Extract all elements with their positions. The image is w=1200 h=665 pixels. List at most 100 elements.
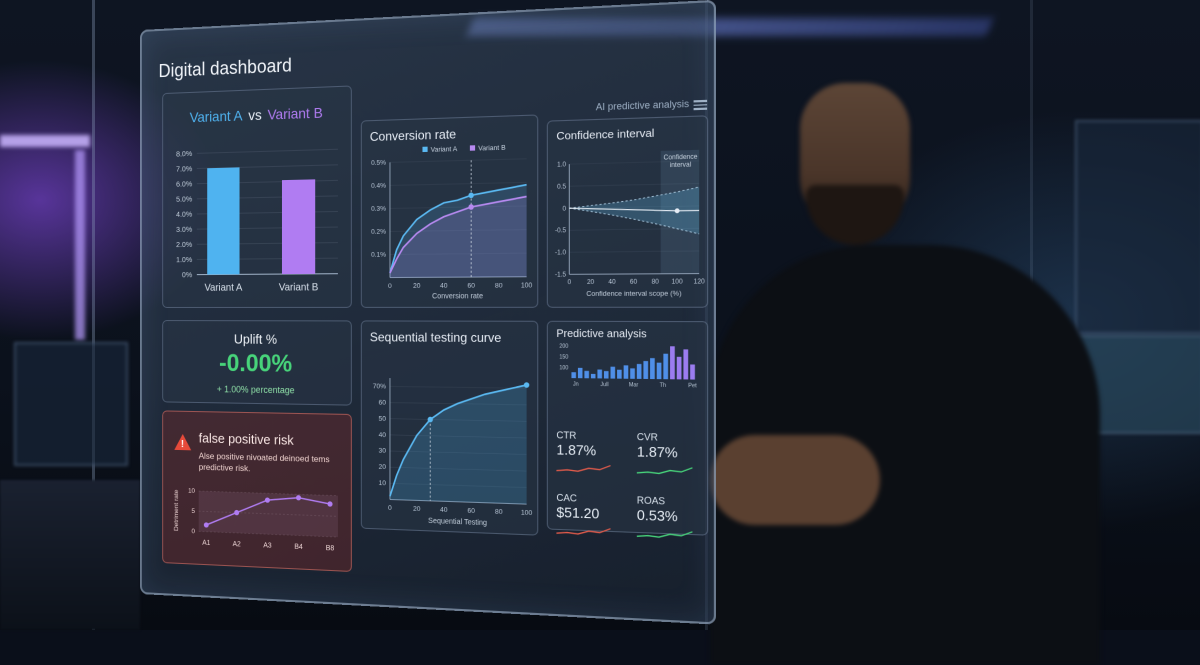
x-tick-label: 20 [413, 505, 421, 513]
x-tick-label: 60 [467, 282, 475, 290]
kpi-sparkline [556, 462, 610, 474]
y-tick-label: 6.0% [176, 179, 192, 189]
kpi-sparkline [637, 464, 693, 477]
conversion-rate-chart: 0204060801000.1%0.2%0.3%0.4%0.5%Variant … [362, 116, 537, 122]
ai-analysis-label[interactable]: AI predictive analysis [596, 98, 689, 112]
bar-variant-a [207, 167, 239, 274]
gridline [390, 159, 527, 163]
x-tick-label: 20 [587, 280, 595, 287]
y-tick-label: 20 [379, 464, 387, 472]
sparkline-path [556, 464, 610, 472]
x-tick-label: Mar [629, 382, 639, 389]
x-tick-label: Pet [688, 383, 697, 390]
y-tick-label: 30 [379, 448, 387, 456]
variant-comparison-card: Variant AvsVariant B 0%1.0%2.0%3.0%4.0%5… [162, 85, 352, 308]
y-tick-label: -0.5 [555, 228, 567, 235]
uplift-subtitle: + 1.00% percentage [163, 383, 351, 396]
conversion-rate-card: Conversion rate 0204060801000.1%0.2%0.3%… [361, 114, 538, 308]
y-tick-label: 7.0% [176, 164, 192, 174]
x-tick-label: 80 [495, 282, 503, 290]
sparkline-path [637, 466, 693, 474]
y-tick-label: 200 [559, 343, 568, 350]
y-tick-label: 0.5 [557, 184, 567, 191]
predictive-bar [578, 368, 583, 378]
x-tick-label: 0 [388, 505, 392, 513]
x-tick-label: Variant A [204, 282, 242, 293]
x-axis-title: Confidence interval scope (%) [586, 290, 681, 298]
y-tick-label: 100 [559, 365, 568, 372]
sequential-testing-chart-svg: 10203040506070%020406080100Sequential Te… [362, 321, 537, 534]
sparkline-path [556, 527, 610, 536]
gridline [569, 274, 699, 275]
sparkline-path [637, 530, 693, 539]
x-tick-label: 100 [672, 279, 684, 286]
y-tick-label: 0.2% [371, 228, 386, 236]
y-tick-label: 60 [379, 399, 387, 407]
x-tick-label: 0 [388, 283, 392, 290]
x-tick-label: 120 [694, 279, 706, 286]
confidence-interval-chart: Confidenceinterval1.00.50-0.5-1.0-1.5020… [548, 116, 707, 121]
x-tick-label: 100 [521, 509, 533, 517]
y-tick-label: 150 [559, 354, 568, 361]
x-tick-label: A3 [263, 542, 271, 550]
x-tick-label: A1 [202, 540, 210, 548]
x-tick-label: 80 [495, 508, 503, 516]
kpi-label: ROAS [637, 495, 665, 507]
predictive-bar [597, 370, 602, 379]
y-tick-label: 5.0% [176, 194, 192, 204]
y-tick-label: 70% [373, 383, 386, 391]
x-tick-label: 100 [521, 282, 533, 290]
predictive-bar [630, 368, 635, 378]
x-tick-label: Variant B [279, 282, 319, 294]
kpi-sparkline [637, 528, 693, 541]
predictive-bar [650, 358, 655, 379]
y-tick-label: 0.4% [371, 182, 386, 190]
kpi-value: 0.53% [637, 507, 678, 525]
variant-bar-chart: 0%1.0%2.0%3.0%4.0%5.0%6.0%7.0%8.0%Varian… [163, 87, 351, 95]
x-tick-label: A2 [233, 541, 241, 549]
y-tick-label: 10 [188, 488, 195, 495]
predictive-bar [611, 367, 616, 379]
x-tick-label: 40 [608, 279, 616, 286]
person-hands [710, 435, 880, 525]
predictive-bar [690, 364, 695, 379]
predictive-bar [643, 361, 648, 379]
y-tick-label: 1.0 [557, 162, 567, 169]
gridline [197, 149, 338, 153]
confidence-interval-chart-svg: Confidenceinterval1.00.50-0.5-1.0-1.5020… [548, 116, 707, 306]
predictive-bar [591, 374, 596, 378]
predictive-bar [683, 349, 688, 379]
y-tick-label: 3.0% [176, 225, 192, 234]
kpi-label: CAC [556, 492, 576, 503]
y-tick-label: -1.5 [555, 272, 567, 279]
dashboard-wrapper: Digital dashboard AI predictive analysis… [140, 30, 700, 590]
person [690, 75, 1110, 630]
wall-light [0, 135, 90, 147]
y-tick-label: 0.5% [371, 159, 386, 167]
y-tick-label: 0 [192, 528, 196, 535]
panel-title: Digital dashboard [159, 55, 292, 82]
x-tick-label: 40 [440, 506, 448, 514]
kpi-sparkline [556, 525, 610, 538]
x-tick-label: 20 [413, 283, 421, 291]
variant-bar-chart-svg: 0%1.0%2.0%3.0%4.0%5.0%6.0%7.0%8.0%Varian… [163, 87, 351, 307]
menu-icon[interactable] [694, 98, 708, 110]
uplift-card: Uplift % -0.00% + 1.00% percentage [162, 320, 352, 406]
kpi-value: 1.87% [637, 443, 678, 460]
y-tick-label: -1.0 [555, 250, 567, 257]
y-tick-label: 0.3% [371, 205, 386, 213]
predictive-bar [670, 346, 675, 379]
sequential-area [390, 383, 527, 504]
legend-swatch [470, 145, 475, 150]
predictive-bar [663, 354, 668, 380]
y-tick-label: 0% [182, 270, 193, 279]
y-tick-label: 40 [379, 431, 387, 439]
gridline [390, 386, 527, 388]
y-tick-label: 0.1% [371, 251, 386, 259]
predictive-bar [584, 371, 589, 378]
y-tick-label: 4.0% [176, 209, 192, 219]
kpi-label: CTR [556, 430, 576, 441]
y-tick-label: 1.0% [176, 255, 192, 264]
legend-label: Variant A [431, 146, 458, 154]
legend-label: Variant B [478, 144, 505, 152]
